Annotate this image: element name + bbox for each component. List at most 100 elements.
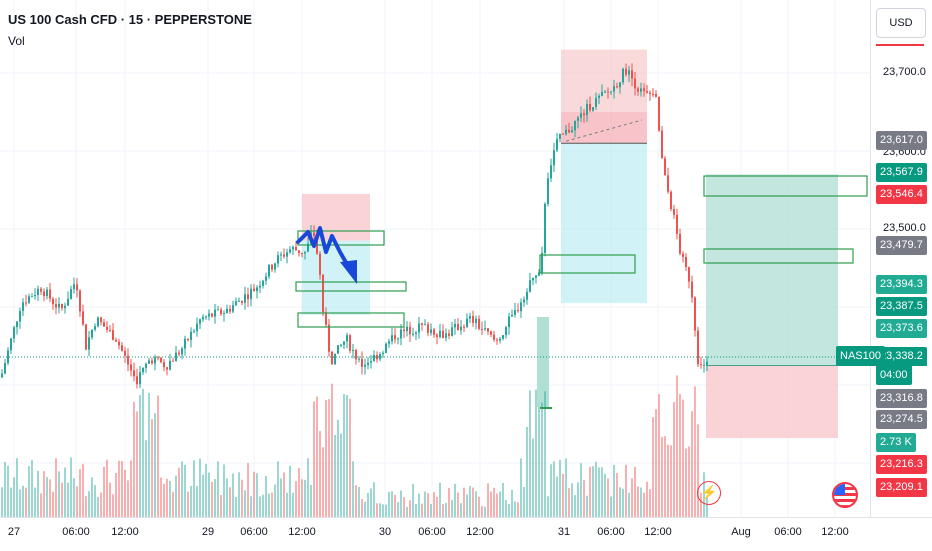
volume-bar: [289, 465, 291, 517]
candle-body: [346, 335, 348, 342]
volume-bar: [202, 474, 204, 517]
volume-indicator-label[interactable]: Vol: [8, 34, 25, 48]
candle-body: [595, 97, 597, 108]
volume-bar: [37, 470, 39, 517]
x-tick-label: 06:00: [62, 526, 90, 538]
volume-bar: [247, 463, 249, 517]
target-zone: [302, 240, 370, 315]
candle-body: [121, 345, 123, 351]
volume-bar: [559, 459, 561, 517]
candle-body: [163, 362, 165, 368]
volume-bar: [565, 458, 567, 517]
volume-bar: [595, 461, 597, 517]
volume-bar: [586, 495, 588, 517]
price-tag: 23,387.5: [876, 297, 927, 316]
volume-bar: [280, 478, 282, 517]
volume-bar: [400, 490, 402, 517]
candle-body: [400, 329, 402, 339]
volume-bar: [601, 467, 603, 517]
candle-body: [46, 289, 48, 296]
candle-body: [643, 88, 645, 92]
candle-body: [415, 332, 417, 334]
volume-bar: [442, 504, 444, 517]
long-target-zone: [706, 174, 838, 366]
candle-body: [250, 288, 252, 300]
volume-bar: [487, 483, 489, 517]
candle-body: [193, 331, 195, 333]
candle-body: [334, 353, 336, 365]
volume-bar: [394, 494, 396, 517]
volume-bar: [217, 461, 219, 517]
volume-bar: [172, 491, 174, 517]
volume-bar: [1, 487, 3, 517]
candle-body: [436, 334, 438, 337]
volume-bar: [391, 491, 393, 517]
volume-bar: [298, 468, 300, 517]
candle-body: [487, 328, 489, 332]
candle-body: [538, 272, 540, 276]
volume-bar: [181, 461, 183, 517]
last-price-tag: 23,338.2: [876, 347, 927, 366]
candle-body: [100, 317, 102, 323]
candle-body: [541, 253, 543, 273]
volume-bar: [262, 494, 264, 517]
candle-body: [520, 302, 522, 312]
candle-body: [457, 323, 459, 331]
volume-bar: [700, 492, 702, 517]
candle-body: [148, 360, 150, 364]
volume-bar: [193, 460, 195, 517]
candle-body: [322, 274, 324, 313]
candle-body: [313, 232, 315, 237]
candle-body: [670, 191, 672, 209]
candle-body: [409, 326, 411, 335]
x-tick-label: 06:00: [597, 526, 625, 538]
volume-bar: [145, 440, 147, 517]
candle-body: [421, 323, 423, 325]
candle-body: [583, 113, 585, 116]
volume-bar: [436, 496, 438, 517]
candle-body: [472, 316, 474, 323]
candle-body: [262, 280, 264, 286]
volume-bar: [364, 501, 366, 517]
volume-bar: [424, 491, 426, 517]
candle-body: [481, 328, 483, 330]
candle-body: [70, 289, 72, 299]
candle-body: [679, 233, 681, 254]
volume-bar: [337, 419, 339, 517]
volume-bar: [22, 485, 24, 517]
candle-body: [391, 335, 393, 342]
volume-bar: [583, 479, 585, 517]
time-axis[interactable]: [0, 517, 932, 551]
volume-bar: [277, 461, 279, 517]
us-flag-event-icon[interactable]: [832, 482, 858, 508]
candle-body: [79, 290, 81, 312]
volume-bar: [55, 458, 57, 517]
candle-body: [475, 318, 477, 323]
volume-bar: [226, 478, 228, 517]
volume-bar: [697, 424, 699, 517]
price-axis-separator: [870, 0, 871, 517]
candle-body: [694, 297, 696, 331]
candle-body: [181, 348, 183, 355]
lightning-icon[interactable]: ⚡: [697, 481, 721, 505]
candle-body: [178, 352, 180, 355]
candle-body: [226, 308, 228, 314]
volume-bar: [196, 485, 198, 517]
price-tag: 23,546.4: [876, 185, 927, 204]
price-tag: 23,209.1: [876, 478, 927, 497]
volume-bar: [331, 383, 333, 517]
candle-body: [340, 344, 342, 346]
currency-button[interactable]: USD: [876, 8, 926, 38]
volume-bar: [244, 490, 246, 517]
volume-bar: [580, 463, 582, 517]
volume-bar: [457, 492, 459, 517]
volume-bar: [673, 402, 675, 517]
volume-bar: [541, 402, 543, 517]
candle-body: [580, 113, 582, 118]
candle-body: [442, 330, 444, 338]
candle-body: [532, 277, 534, 281]
volume-bar: [133, 401, 135, 517]
volume-bar: [649, 489, 651, 517]
candle-body: [364, 364, 366, 367]
